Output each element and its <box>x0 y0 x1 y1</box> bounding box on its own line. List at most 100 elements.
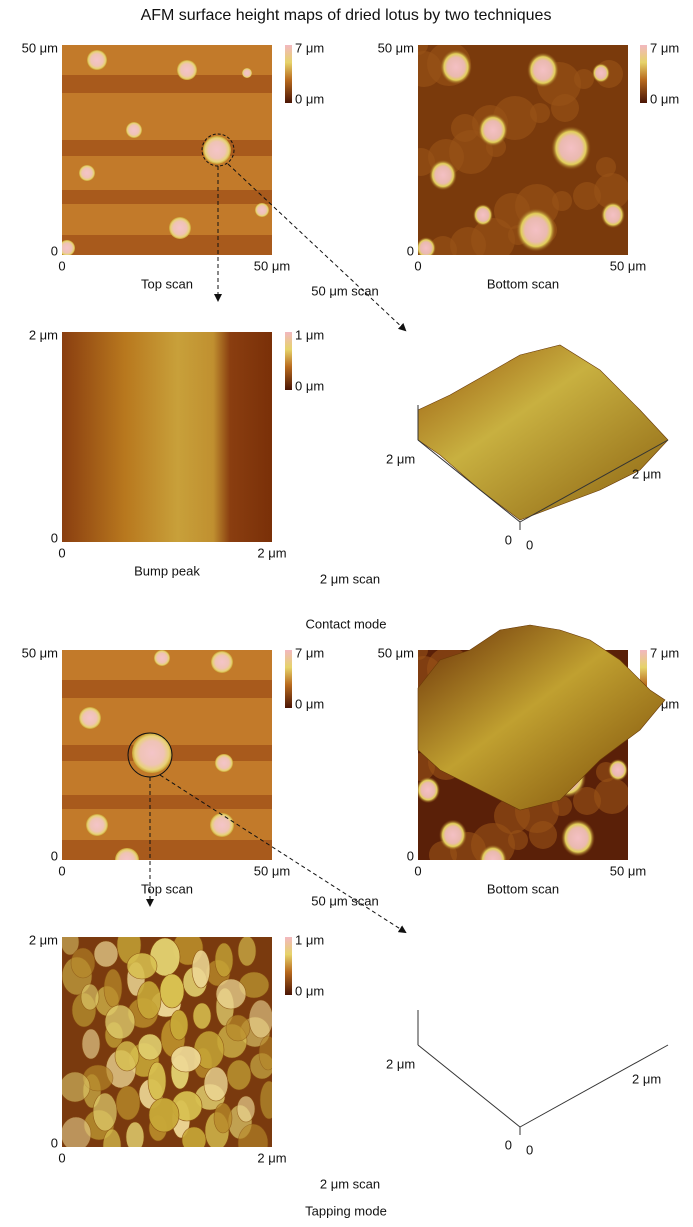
label: 0 <box>407 243 414 258</box>
label: 0 μm <box>295 983 324 998</box>
label: 0 <box>58 545 65 560</box>
label: 0 <box>526 1142 533 1157</box>
bump <box>132 733 172 773</box>
map-image <box>59 45 272 256</box>
bump <box>416 237 436 259</box>
afm-map <box>62 332 272 542</box>
label: 0 μm <box>295 91 324 106</box>
label: Bottom scan <box>487 881 559 896</box>
afm-map <box>406 35 630 264</box>
bump <box>527 52 559 87</box>
afm-map <box>60 926 278 1163</box>
page: {"title": "AFM surface height maps of dr… <box>0 0 693 1227</box>
bump <box>87 50 107 70</box>
grain <box>94 941 118 967</box>
label: 2 μm scan <box>320 571 380 586</box>
band <box>62 190 272 204</box>
label: 1 μm <box>295 327 324 342</box>
grain <box>138 1034 162 1060</box>
grain <box>148 1062 166 1100</box>
label: 50 μm <box>22 40 58 55</box>
texture <box>530 103 550 123</box>
grain <box>104 969 122 1007</box>
label: 50 μm <box>610 258 646 273</box>
texture <box>508 830 528 850</box>
bump <box>59 240 75 256</box>
label: Bump peak <box>134 563 200 578</box>
texture <box>529 821 557 849</box>
bump <box>255 203 269 217</box>
label: 7 μm <box>295 645 324 660</box>
afm-map <box>62 650 272 872</box>
label: 2 μm <box>257 1150 286 1165</box>
bump <box>608 759 628 781</box>
label: 0 <box>58 258 65 273</box>
grain <box>171 1046 201 1072</box>
label: 1 μm <box>295 932 324 947</box>
bump <box>551 126 591 170</box>
label: 50 μm <box>378 40 414 55</box>
grain <box>204 1067 228 1101</box>
grain <box>60 1072 90 1102</box>
texture <box>552 191 572 211</box>
label: 0 <box>414 258 421 273</box>
bump <box>86 814 108 836</box>
grain <box>214 1103 232 1133</box>
band <box>62 840 272 860</box>
grain <box>259 1036 277 1070</box>
grain <box>82 1029 100 1059</box>
bump <box>115 848 139 872</box>
colorbar <box>285 45 292 103</box>
grain <box>127 953 157 979</box>
map-image <box>62 650 272 872</box>
grain <box>105 1005 135 1039</box>
bg <box>62 332 272 542</box>
bump <box>478 114 508 147</box>
label: Contact mode <box>306 616 387 631</box>
band <box>62 235 272 255</box>
bump <box>439 820 467 851</box>
bump <box>516 208 556 252</box>
band <box>62 140 272 156</box>
label: 0 μm <box>295 696 324 711</box>
grain <box>81 984 99 1010</box>
map-image <box>60 926 278 1163</box>
bump <box>601 202 625 228</box>
label: 2 μm <box>632 466 661 481</box>
grain <box>215 943 233 977</box>
label: 7 μm <box>295 40 324 55</box>
figure: AFM surface height maps of dried lotus b… <box>0 0 693 1227</box>
grain <box>249 1000 273 1038</box>
label: 0 <box>505 532 512 547</box>
label: 2 μm scan <box>320 1176 380 1191</box>
texture <box>551 94 579 122</box>
label: 0 <box>51 1135 58 1150</box>
label: 0 <box>526 537 533 552</box>
bump <box>169 217 191 239</box>
label: Top scan <box>141 276 193 291</box>
afm-map <box>59 45 272 256</box>
grain <box>260 1081 278 1119</box>
label: 0 μm <box>650 91 679 106</box>
map-image <box>406 35 630 264</box>
label: 0 μm <box>295 378 324 393</box>
label: 2 μm <box>29 327 58 342</box>
texture <box>594 778 630 814</box>
bump <box>215 754 233 772</box>
grain <box>238 936 256 966</box>
grain <box>115 1041 139 1071</box>
label: 50 μm <box>610 863 646 878</box>
grain <box>61 1117 91 1151</box>
label: 0 <box>51 530 58 545</box>
label: 50 μm <box>22 645 58 660</box>
label: 7 μm <box>650 40 679 55</box>
grain <box>182 1127 206 1153</box>
bump <box>210 813 234 837</box>
label: Bottom scan <box>487 276 559 291</box>
bump <box>440 49 472 84</box>
grain <box>226 1015 250 1041</box>
colorbar <box>285 937 292 995</box>
bump <box>479 845 507 876</box>
label: 2 μm <box>386 1056 415 1071</box>
